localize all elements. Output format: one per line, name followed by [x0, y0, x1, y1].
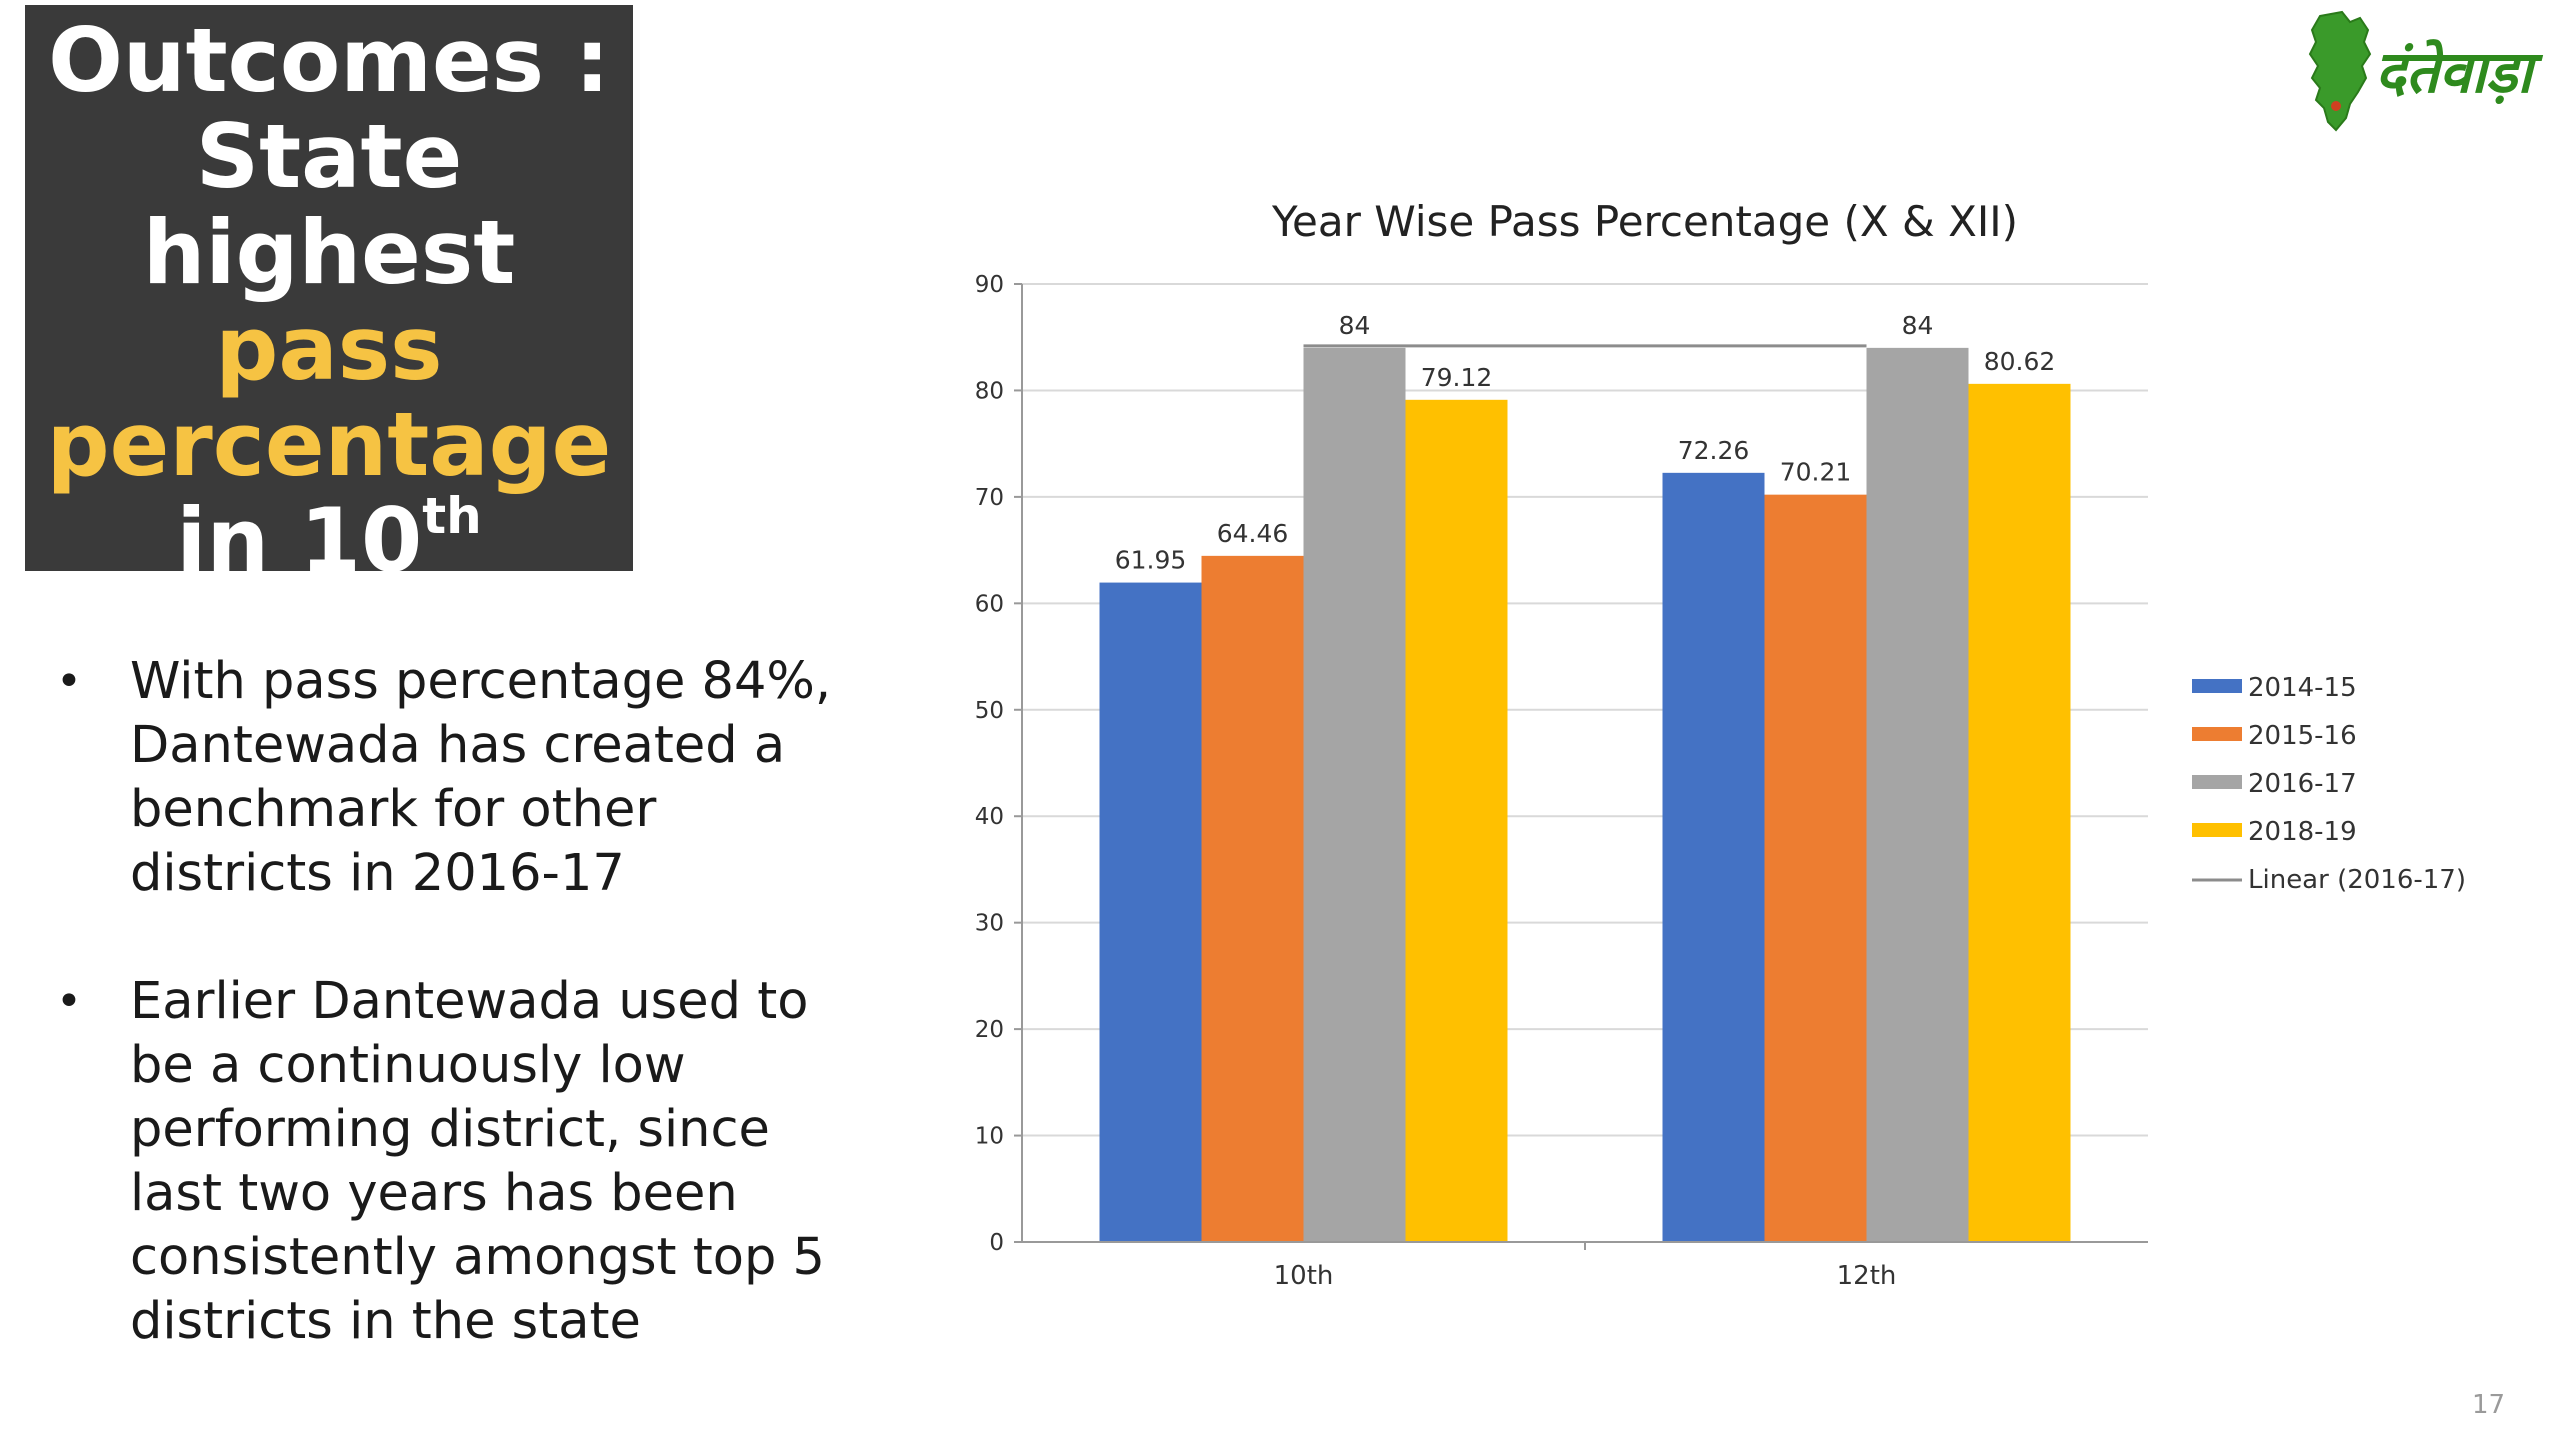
bullet-text: Earlier Dantewada used to be a continuou…	[130, 972, 825, 1351]
x-axis: 10th 12th	[1022, 1241, 2148, 1291]
title-line-5-post: board	[184, 585, 474, 688]
data-label: 79.12	[1421, 363, 1493, 392]
title-line-6: exams	[169, 681, 489, 784]
title-line-5-sup: th	[422, 486, 482, 545]
data-label: 64.46	[1217, 519, 1289, 548]
y-tick-label: 60	[975, 591, 1004, 617]
legend-swatch	[2192, 679, 2242, 693]
legend-label: Linear (2016-17)	[2248, 865, 2466, 895]
bar	[1099, 582, 1202, 1242]
legend-label: 2018-19	[2248, 817, 2357, 847]
legend-swatch	[2192, 775, 2242, 789]
x-tick-label: 10th	[1274, 1261, 1334, 1291]
logo-text: दंतेवाड़ा	[2375, 38, 2533, 106]
slide-title: Outcomes : State highest pass percentage…	[25, 5, 633, 781]
data-label: 84	[1902, 311, 1934, 340]
y-tick-label: 30	[975, 911, 1004, 937]
bullet-dot-icon: •	[56, 656, 82, 707]
y-tick-label: 40	[975, 804, 1004, 830]
x-tick-label: 12th	[1837, 1261, 1897, 1291]
y-tick-label: 50	[975, 698, 1004, 724]
bullet-list: • With pass percentage 84%, Dantewada ha…	[50, 650, 870, 1418]
y-tick-label: 90	[975, 272, 1004, 298]
y-axis: 0 10 20 30 40 50 60 70 80 90	[975, 272, 1023, 1256]
bar	[1201, 555, 1304, 1242]
bar	[1405, 399, 1508, 1243]
bars	[1099, 347, 2071, 1243]
bullet-text: With pass percentage 84%, Dantewada has …	[130, 652, 832, 903]
bar	[1866, 347, 1969, 1242]
bullet-item: • Earlier Dantewada used to be a continu…	[50, 970, 870, 1354]
title-line-4: percentage	[46, 393, 612, 496]
data-label: 61.95	[1115, 546, 1187, 575]
page-number: 17	[2472, 1390, 2506, 1420]
y-tick-label: 0	[989, 1230, 1004, 1256]
y-tick-label: 20	[975, 1017, 1004, 1043]
bar	[1764, 494, 1867, 1242]
title-line-3: pass	[215, 297, 443, 400]
legend-swatch	[2192, 727, 2242, 741]
data-label: 80.62	[1984, 347, 2056, 376]
data-label: 70.21	[1780, 458, 1852, 487]
title-line-5: in 10th board	[25, 491, 633, 688]
title-line-2: State highest	[142, 105, 516, 304]
data-labels: 61.95 64.46 84 79.12 72.26 70.21 84 80.62	[1115, 311, 2056, 575]
chart-title: Year Wise Pass Percentage (X & XII)	[1271, 197, 2018, 246]
bar	[1303, 347, 1406, 1242]
title-line-1: Outcomes :	[48, 9, 610, 112]
bullet-dot-icon: •	[56, 976, 82, 1027]
district-map-icon	[2308, 10, 2372, 132]
legend-label: 2015-16	[2248, 721, 2357, 751]
bar-chart: Year Wise Pass Percentage (X & XII) 0 10 2…	[975, 197, 2466, 1291]
y-tick-label: 80	[975, 378, 1004, 404]
y-tick-label: 10	[975, 1124, 1004, 1150]
bullet-item: • With pass percentage 84%, Dantewada ha…	[50, 650, 870, 906]
legend: 2014-15 2015-16 2016-17 2018-19 Linear (2016…	[2192, 673, 2466, 895]
legend-label: 2016-17	[2248, 769, 2357, 799]
bar	[1662, 472, 1765, 1242]
legend-label: 2014-15	[2248, 673, 2357, 703]
data-label: 84	[1339, 311, 1371, 340]
bar	[1968, 383, 2071, 1242]
title-line-5-pre: in 10	[176, 489, 423, 592]
y-tick-label: 70	[975, 485, 1004, 511]
legend-swatch	[2192, 823, 2242, 837]
data-label: 72.26	[1678, 436, 1750, 465]
